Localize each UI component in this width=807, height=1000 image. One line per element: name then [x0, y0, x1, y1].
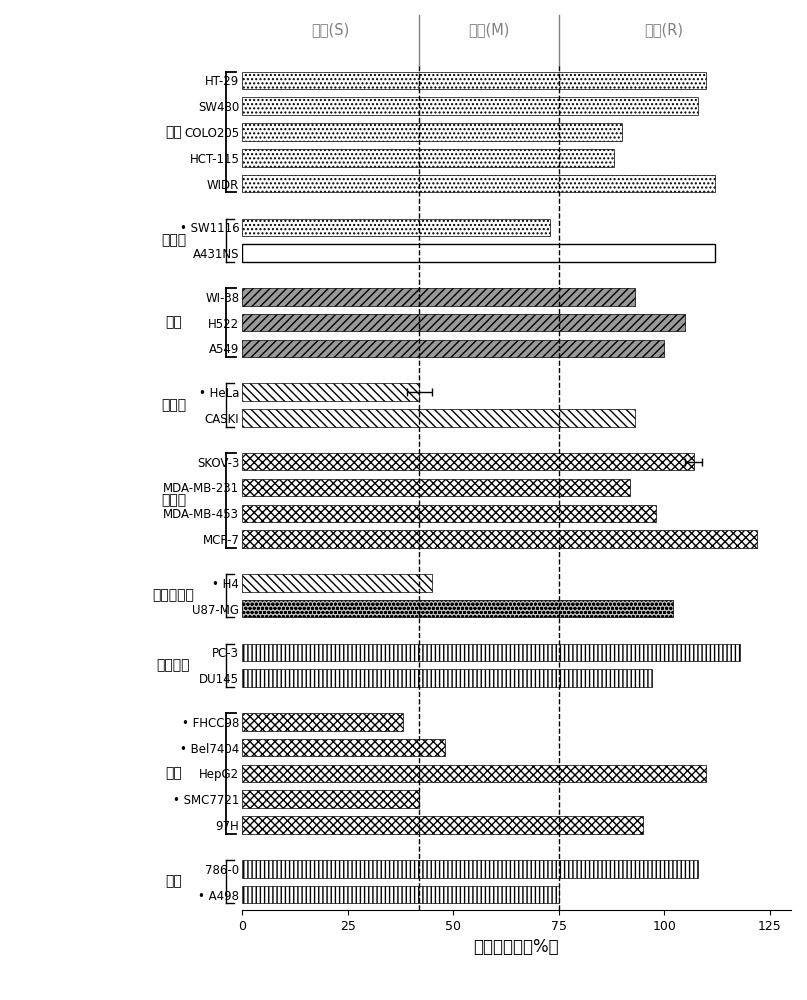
Text: 乳腺癌: 乳腺癌: [161, 493, 186, 507]
Text: 肝癌: 肝癌: [165, 766, 182, 780]
Bar: [242, 149, 613, 167]
Bar: [242, 123, 622, 141]
Text: 前列腺癌: 前列腺癌: [157, 658, 190, 672]
Text: 肺癌: 肺癌: [165, 316, 182, 330]
Bar: [242, 505, 656, 522]
Text: 中度(M): 中度(M): [468, 22, 510, 37]
Bar: [242, 340, 664, 357]
Bar: [242, 886, 558, 903]
Bar: [242, 644, 740, 661]
Bar: [242, 600, 673, 617]
Bar: [242, 530, 757, 548]
X-axis label: 细胞存活率（%）: 细胞存活率（%）: [474, 938, 559, 956]
Bar: [242, 453, 694, 470]
Bar: [242, 713, 403, 731]
Bar: [242, 860, 698, 878]
Bar: [242, 219, 550, 236]
Text: 神经胶质癌: 神经胶质癌: [153, 589, 194, 603]
Text: 肠癌: 肠癌: [165, 125, 182, 139]
Bar: [242, 479, 630, 496]
Bar: [242, 816, 643, 834]
Bar: [242, 288, 634, 306]
Text: 皮肤癌: 皮肤癌: [161, 233, 186, 247]
Bar: [242, 765, 706, 782]
Bar: [242, 383, 420, 401]
Text: 宫颈癌: 宫颈癌: [161, 398, 186, 412]
Text: 抗抗(R): 抗抗(R): [645, 22, 684, 37]
Bar: [242, 409, 634, 427]
Bar: [242, 669, 651, 687]
Bar: [242, 244, 715, 262]
Bar: [242, 790, 420, 808]
Bar: [242, 314, 685, 331]
Bar: [242, 97, 698, 115]
Bar: [242, 739, 445, 756]
Text: 肾癌: 肾癌: [165, 875, 182, 889]
Bar: [242, 574, 432, 592]
Bar: [242, 175, 715, 192]
Text: 敏感(S): 敏感(S): [312, 22, 350, 37]
Bar: [242, 72, 706, 89]
